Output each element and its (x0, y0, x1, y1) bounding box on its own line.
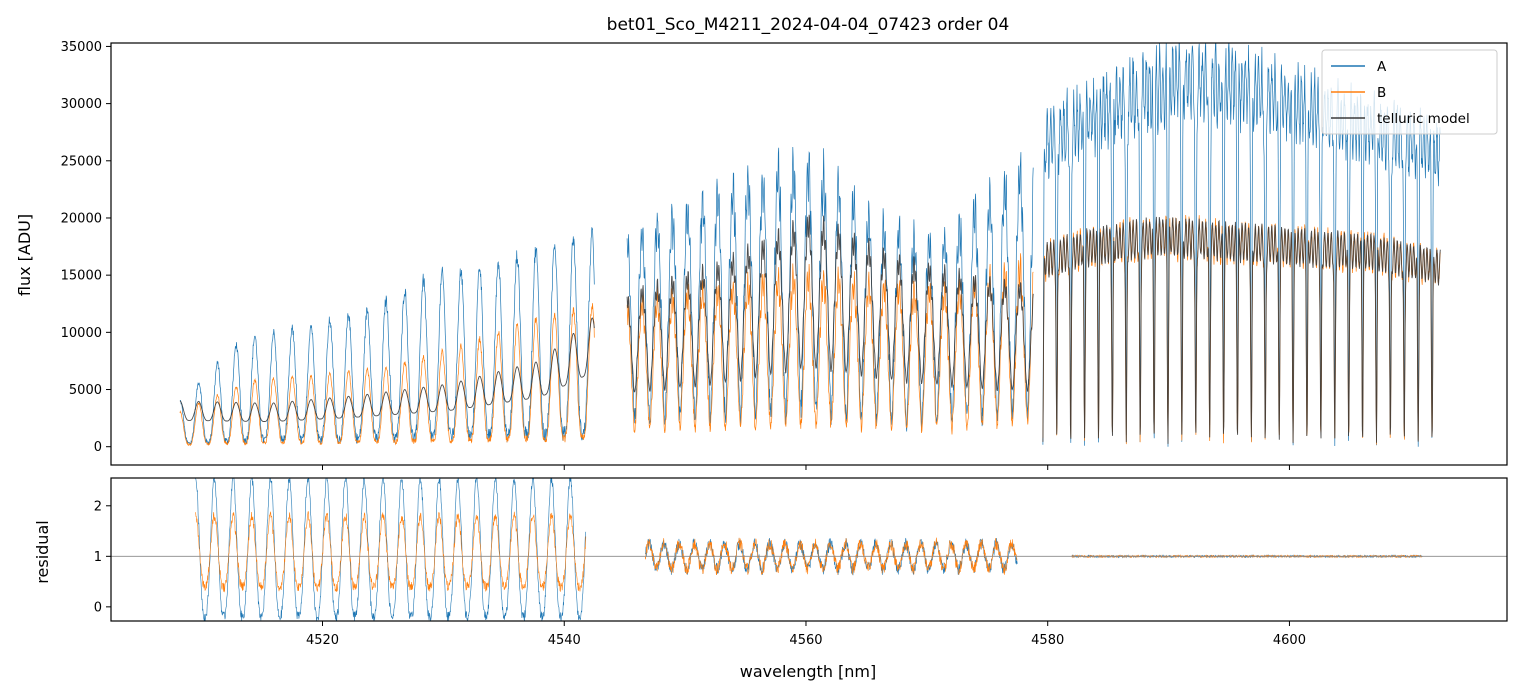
flux-ytick-label: 0 (94, 440, 102, 455)
legend-box (1321, 49, 1498, 135)
residual-ylabel: residual (33, 520, 52, 583)
residual-axes-frame (110, 477, 1508, 622)
residual-ytick-label: 0 (94, 600, 102, 615)
residual-xtick-label: 4540 (548, 633, 581, 648)
residual-a-segment-1 (195, 478, 587, 621)
flux-ytick-label: 35000 (61, 40, 102, 55)
legend-label-telluric: telluric model (1377, 111, 1470, 127)
residual-xtick-label: 4600 (1273, 633, 1306, 648)
flux-ylabel: flux [ADU] (15, 214, 34, 296)
residual-panel: 0 1 2 4520 4540 4560 4580 4600 residual wavele… (33, 477, 1508, 681)
flux-series (179, 43, 1441, 447)
flux-ytick-label: 5000 (69, 383, 102, 398)
residual-xlabel: wavelength [nm] (740, 662, 877, 681)
residual-x-ticks: 4520 4540 4560 4580 4600 (306, 621, 1306, 648)
series-b-segment-2 (626, 253, 1034, 435)
telluric-model-segment-2 (626, 214, 1034, 393)
legend-label-a: A (1377, 59, 1387, 75)
flux-ytick-label: 25000 (61, 154, 102, 169)
flux-ytick-label: 10000 (61, 326, 102, 341)
series-a-segment-1 (179, 227, 595, 446)
flux-ytick-label: 15000 (61, 269, 102, 284)
residual-ytick-label: 1 (94, 550, 102, 565)
legend-label-b: B (1377, 85, 1386, 101)
series-b-segment-1 (179, 303, 595, 447)
chart-title: bet01_Sco_M4211_2024-04-04_07423 order 0… (607, 15, 1010, 35)
residual-series (195, 478, 1423, 621)
flux-ytick-label: 20000 (61, 211, 102, 226)
residual-y-ticks: 0 1 2 (94, 499, 111, 615)
flux-x-ticks (322, 465, 1290, 470)
telluric-model-segment-1 (179, 317, 595, 422)
series-a-segment-2 (626, 146, 1034, 432)
flux-ytick-label: 30000 (61, 97, 102, 112)
residual-xtick-label: 4580 (1031, 633, 1064, 648)
residual-xtick-label: 4560 (789, 633, 822, 648)
residual-b-segment-1 (195, 511, 587, 593)
residual-xtick-label: 4520 (306, 633, 339, 648)
flux-y-ticks: 0 5000 10000 15000 20000 25000 30000 35000 (61, 40, 111, 455)
residual-ytick-label: 2 (94, 499, 102, 514)
legend: A B telluric model (1321, 49, 1498, 135)
flux-axes-frame (110, 42, 1508, 466)
telluric-model-segment-3 (1042, 216, 1441, 444)
flux-panel: 0 5000 10000 15000 20000 25000 30000 35000 flux… (15, 40, 1508, 470)
